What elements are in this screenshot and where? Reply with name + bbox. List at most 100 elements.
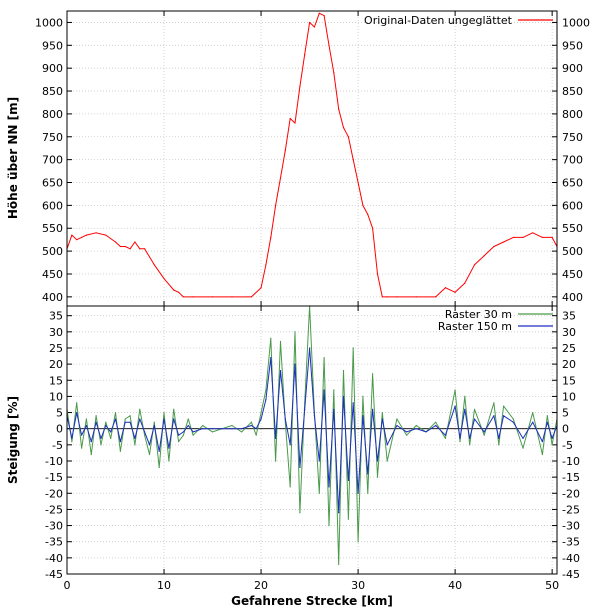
legend-label: Raster 30 m (445, 308, 512, 321)
data-point (367, 473, 369, 475)
data-point (163, 411, 165, 414)
y-tick-label-left: 500 (42, 245, 63, 258)
data-point (493, 245, 495, 248)
data-point (415, 424, 417, 427)
data-point (376, 273, 379, 275)
data-point (148, 453, 151, 456)
data-point (357, 541, 359, 543)
y-tick-label-right: -25 (562, 503, 580, 516)
data-point (250, 421, 252, 423)
data-point (299, 85, 301, 88)
y-tick-label-left: -20 (45, 487, 63, 500)
data-point (231, 296, 233, 298)
data-point (473, 264, 476, 266)
data-point (328, 524, 330, 527)
data-point (352, 402, 354, 404)
data-point (177, 291, 180, 293)
data-point (139, 248, 141, 250)
data-point (173, 289, 175, 291)
data-point (270, 236, 272, 238)
data-point (381, 296, 383, 298)
data-point (182, 296, 185, 298)
data-point (362, 395, 364, 398)
y-tick-label-left: 450 (42, 268, 63, 281)
data-point (299, 466, 301, 469)
data-point (275, 437, 277, 439)
y-tick-label-right: -10 (562, 455, 580, 468)
y-tick-label-left: -15 (45, 471, 63, 484)
data-point (265, 399, 267, 401)
data-point (153, 424, 155, 427)
data-point (532, 421, 534, 423)
data-point (173, 418, 175, 420)
data-point (473, 418, 476, 420)
data-point (323, 357, 325, 359)
data-point (95, 232, 97, 234)
y-tick-label-left: -5 (52, 439, 63, 452)
data-point (119, 245, 121, 248)
data-point (483, 255, 485, 257)
y-tick-label-right: 5 (562, 407, 569, 420)
y-tick-label-right: 800 (562, 108, 583, 121)
data-point (158, 450, 160, 452)
data-point (114, 241, 117, 243)
data-point (415, 428, 417, 430)
y-axis-label: Steigung [%] (6, 396, 20, 484)
data-point (163, 418, 165, 420)
y-tick-label-left: -25 (45, 503, 63, 516)
data-point (396, 418, 398, 420)
data-point (139, 408, 141, 410)
data-point (211, 428, 214, 430)
data-point (396, 424, 398, 427)
y-tick-label-right: -30 (562, 520, 580, 533)
data-point (318, 12, 320, 14)
data-point (144, 431, 146, 433)
y-tick-label-left: 550 (42, 222, 63, 235)
data-point (221, 428, 223, 430)
data-point (265, 264, 267, 266)
data-point (551, 444, 553, 446)
data-point (114, 418, 117, 420)
data-point (362, 415, 364, 417)
y-tick-label-right: 10 (562, 390, 576, 403)
data-point (211, 431, 214, 433)
data-point (211, 296, 214, 298)
y-tick-label-left: 30 (49, 326, 63, 339)
data-point (299, 512, 301, 514)
data-point (144, 248, 146, 250)
data-point (85, 234, 88, 236)
data-point (512, 421, 514, 423)
data-point (435, 421, 437, 423)
y-tick-label-right: 850 (562, 85, 583, 98)
data-point (435, 424, 437, 427)
y-tick-label-right: 900 (562, 62, 583, 75)
data-point (493, 415, 495, 417)
data-point (168, 447, 170, 449)
data-point (265, 389, 267, 391)
y-tick-label-left: 10 (49, 390, 63, 403)
data-point (231, 428, 233, 430)
data-point (425, 431, 427, 433)
data-point (279, 177, 282, 179)
y-tick-label-right: -15 (562, 471, 580, 484)
data-point (255, 434, 257, 436)
data-point (372, 373, 374, 375)
data-point (323, 14, 325, 17)
x-tick-label: 40 (448, 579, 462, 592)
y-tick-label-right: -35 (562, 536, 580, 549)
y-tick-label-left: -10 (45, 455, 63, 468)
data-point (270, 337, 272, 339)
data-point (512, 418, 514, 420)
legend-label: Raster 150 m (438, 320, 512, 333)
data-point (338, 108, 340, 110)
data-point (551, 437, 553, 439)
data-point (493, 402, 495, 404)
data-point (396, 296, 398, 298)
data-point (71, 441, 73, 443)
data-point (323, 389, 325, 391)
data-point (541, 236, 544, 238)
data-point (512, 236, 514, 238)
data-point (386, 444, 388, 446)
data-point (168, 460, 170, 462)
data-point (381, 411, 383, 414)
